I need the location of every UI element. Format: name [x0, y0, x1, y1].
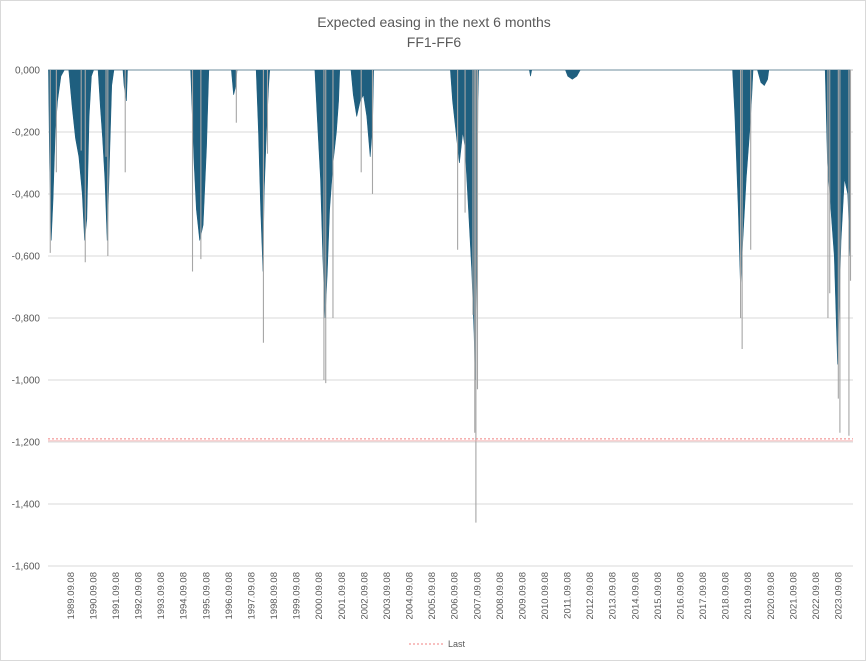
x-tick-label: 2001.09.08	[337, 572, 348, 620]
x-tick-label: 2000.09.08	[314, 572, 325, 620]
x-tick-label: 1998.09.08	[269, 572, 280, 620]
x-tick-label: 2007.09.08	[472, 572, 483, 620]
y-axis: 0,000 -0,200 -0,400 -0,600 -0,800 -1,000 -1,20…	[12, 66, 41, 573]
y-tick-label: -0,200	[12, 128, 41, 139]
legend-label-last: Last	[448, 639, 466, 649]
x-tick-label: 2020.09.08	[766, 572, 777, 620]
x-tick-label: 1991.09.08	[111, 572, 122, 620]
x-tick-label: 1994.09.08	[179, 572, 190, 620]
gridlines	[48, 69, 853, 567]
x-tick-label: 2005.09.08	[427, 572, 438, 620]
y-tick-label: -1,600	[12, 562, 41, 573]
x-tick-label: 2004.09.08	[405, 572, 416, 620]
x-tick-label: 2008.09.08	[495, 572, 506, 620]
x-tick-label: 1993.09.08	[156, 572, 167, 620]
y-tick-label: -0,800	[12, 314, 41, 325]
chart-subtitle: FF1-FF6	[407, 34, 462, 50]
legend: Last	[409, 639, 466, 649]
chart-title: Expected easing in the next 6 months	[317, 14, 550, 30]
y-tick-label: -0,400	[12, 190, 41, 201]
y-tick-label: -1,200	[12, 438, 41, 449]
x-tick-label: 2014.09.08	[630, 572, 641, 620]
x-tick-label: 2015.09.08	[653, 572, 664, 620]
x-tick-label: 1995.09.08	[201, 572, 212, 620]
x-tick-label: 1996.09.08	[224, 572, 235, 620]
x-tick-label: 2013.09.08	[608, 572, 619, 620]
y-tick-label: -1,000	[12, 376, 41, 387]
x-tick-label: 2016.09.08	[676, 572, 687, 620]
x-tick-label: 2003.09.08	[382, 572, 393, 620]
x-tick-label: 2022.09.08	[811, 572, 822, 620]
x-tick-label: 2011.09.08	[563, 572, 574, 619]
x-tick-label: 2019.09.08	[743, 572, 754, 620]
y-tick-label: 0,000	[15, 66, 40, 77]
x-tick-label: 2012.09.08	[585, 572, 596, 620]
x-tick-label: 1990.09.08	[88, 572, 99, 620]
x-tick-label: 1999.09.08	[292, 572, 303, 620]
x-tick-label: 2021.09.08	[788, 572, 799, 620]
x-tick-label: 2017.09.08	[698, 572, 709, 620]
x-axis: 1989.09.08 1990.09.08 1991.09.08 1992.09.08…	[66, 572, 845, 620]
x-tick-label: 2002.09.08	[359, 572, 370, 620]
x-tick-label: 2006.09.08	[450, 572, 461, 620]
y-tick-label: -1,400	[12, 500, 41, 511]
x-tick-label: 2018.09.08	[721, 572, 732, 620]
x-tick-label: 2010.09.08	[540, 572, 551, 620]
x-tick-label: 1992.09.08	[134, 572, 145, 620]
x-tick-label: 1997.09.08	[247, 572, 258, 620]
x-tick-label: 2009.09.08	[517, 572, 528, 620]
x-tick-label: 1989.09.08	[66, 572, 77, 620]
series-area-path	[48, 69, 851, 381]
x-tick-label: 2023.09.08	[834, 572, 845, 620]
plot-area	[48, 69, 853, 523]
y-tick-label: -0,600	[12, 252, 41, 263]
